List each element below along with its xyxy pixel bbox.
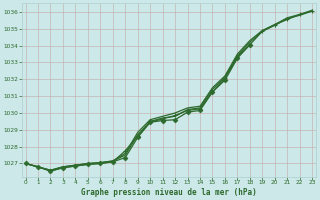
- X-axis label: Graphe pression niveau de la mer (hPa): Graphe pression niveau de la mer (hPa): [81, 188, 257, 197]
